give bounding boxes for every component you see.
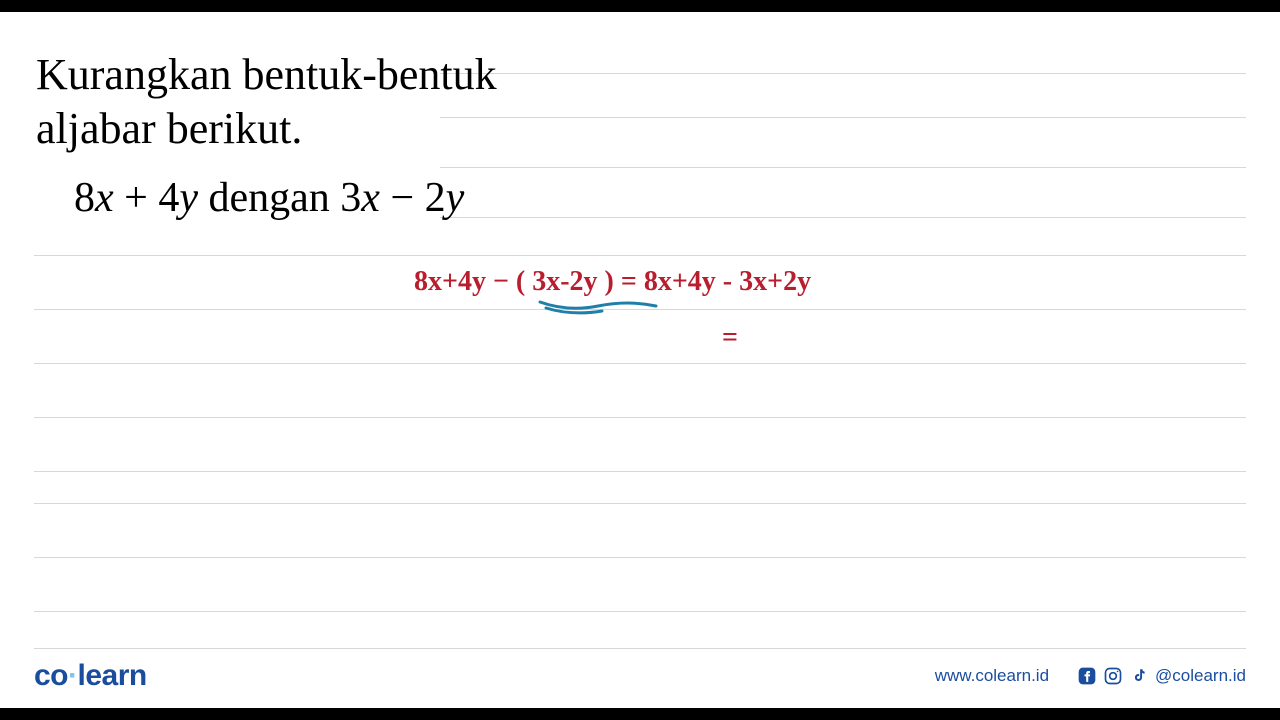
logo: co·learn: [34, 659, 147, 693]
footer-right: www.colearn.id @colearn.id: [935, 666, 1246, 686]
handwriting-line-2: =: [722, 322, 738, 354]
problem-title: Kurangkan bentuk-bentuk aljabar berikut.: [36, 48, 497, 155]
ruled-line: [440, 117, 1246, 118]
page: Kurangkan bentuk-bentuk aljabar berikut.…: [0, 12, 1280, 708]
ruled-line: [440, 73, 1246, 74]
social-handle: @colearn.id: [1155, 666, 1246, 686]
website-url: www.colearn.id: [935, 666, 1049, 686]
ruled-line: [34, 255, 1246, 256]
handwriting-line-1: 8x+4y − ( 3x-2y ) = 8x+4y - 3x+2y: [414, 266, 811, 298]
tiktok-icon: [1129, 666, 1149, 686]
logo-learn: learn: [78, 659, 147, 692]
problem-expression: 8x + 4y dengan 3x − 2y: [74, 174, 464, 222]
social-group: @colearn.id: [1077, 666, 1246, 686]
ruled-line: [34, 557, 1246, 558]
title-line-2: aljabar berikut.: [36, 104, 302, 153]
ruled-line: [34, 611, 1246, 612]
underline-annotation: [538, 298, 660, 316]
ruled-line: [34, 503, 1246, 504]
instagram-icon: [1103, 666, 1123, 686]
ruled-line: [440, 217, 1246, 218]
logo-dot-icon: ·: [68, 659, 78, 692]
footer: co·learn www.colearn.id @colearn.id: [0, 644, 1280, 708]
ruled-line: [34, 471, 1246, 472]
title-line-1: Kurangkan bentuk-bentuk: [36, 50, 497, 99]
ruled-line: [440, 167, 1246, 168]
ruled-line: [34, 363, 1246, 364]
facebook-icon: [1077, 666, 1097, 686]
ruled-line: [34, 417, 1246, 418]
logo-co: co: [34, 659, 68, 692]
